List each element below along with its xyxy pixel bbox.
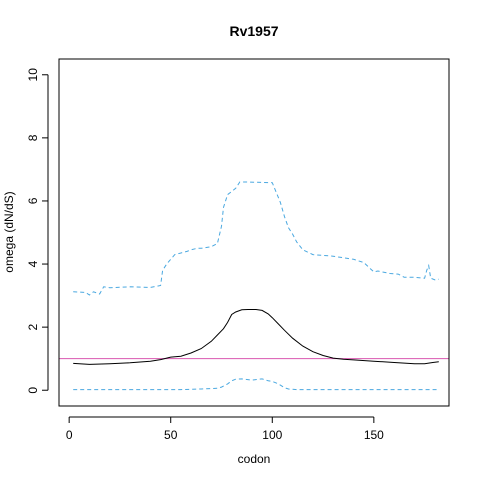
x-tick-label: 0 xyxy=(66,428,73,442)
y-tick-label: 0 xyxy=(26,387,40,394)
y-tick-label: 2 xyxy=(26,323,40,330)
x-tick-label: 100 xyxy=(262,428,282,442)
omega-estimate-line xyxy=(73,309,439,365)
x-tick-label: 150 xyxy=(364,428,384,442)
lower-bound-line xyxy=(73,378,439,391)
y-tick-label: 10 xyxy=(26,68,40,82)
x-axis-label: codon xyxy=(238,452,271,466)
y-tick-label: 6 xyxy=(26,197,40,204)
y-tick-label: 4 xyxy=(26,260,40,267)
upper-bound-line xyxy=(73,181,439,296)
chart-title: Rv1957 xyxy=(229,23,278,39)
x-tick-label: 50 xyxy=(164,428,178,442)
y-tick-label: 8 xyxy=(26,134,40,141)
y-axis-label: omega (dN/dS) xyxy=(2,191,16,272)
plot-frame xyxy=(58,58,450,407)
